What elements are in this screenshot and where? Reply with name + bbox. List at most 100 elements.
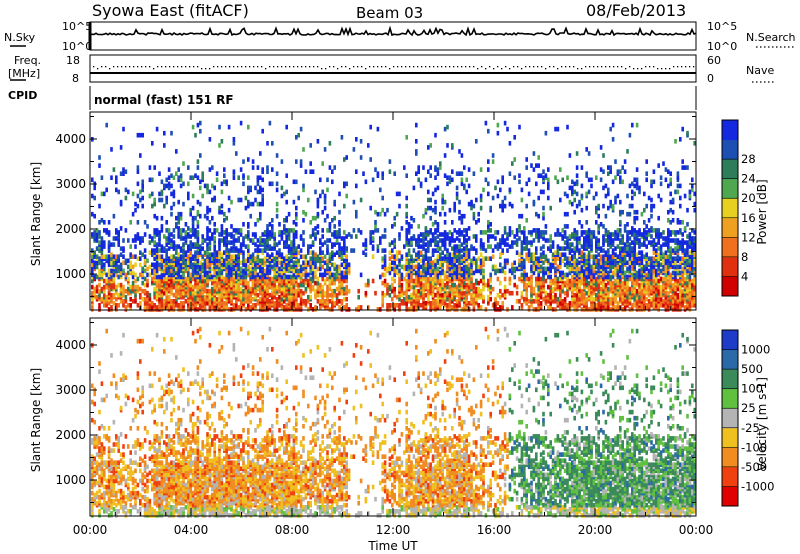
nave-dot	[241, 66, 243, 68]
range-gate-cell	[328, 256, 332, 261]
range-gate-cell	[499, 238, 502, 243]
range-gate-cell	[299, 126, 303, 132]
range-gate-cell	[575, 292, 579, 298]
range-gate-cell	[316, 211, 320, 217]
range-gate-cell	[213, 222, 216, 227]
range-gate-cell	[247, 124, 250, 130]
range-gate-cell	[405, 284, 408, 290]
range-gate-cell	[609, 232, 612, 237]
range-gate-cell	[251, 288, 255, 294]
range-gate-cell	[465, 232, 468, 237]
range-gate-cell	[357, 228, 360, 233]
nave-dot	[193, 66, 195, 68]
range-gate-cell	[496, 193, 500, 199]
range-gate-cell	[115, 268, 118, 274]
range-gate-cell	[261, 177, 264, 183]
range-gate-cell	[506, 236, 509, 241]
range-gate-cell	[189, 175, 192, 180]
range-gate-cell	[388, 303, 392, 308]
range-gate-cell	[163, 258, 166, 264]
range-gate-cell	[266, 224, 269, 229]
range-gate-cell	[580, 272, 584, 278]
range-gate-cell	[158, 230, 161, 235]
range-gate-cell	[333, 242, 336, 247]
range-gate-cell	[439, 270, 442, 276]
range-gate-cell	[400, 292, 404, 298]
range-gate-cell	[369, 124, 372, 130]
range-gate-cell	[316, 230, 320, 235]
range-gate-cell	[398, 280, 401, 286]
range-gate-cell	[251, 238, 255, 243]
range-gate-cell	[501, 305, 504, 310]
range-gate-cell	[487, 228, 490, 233]
range-gate-cell	[525, 181, 528, 187]
range-gate-cell	[239, 260, 243, 266]
range-gate-cell	[184, 250, 188, 255]
range-gate-cell	[333, 199, 336, 205]
range-gate-cell	[571, 201, 574, 207]
range-gate-cell	[328, 278, 332, 284]
range-gate-cell	[170, 290, 173, 296]
range-gate-cell	[319, 286, 322, 292]
range-gate-cell	[429, 272, 432, 278]
range-gate-cell	[405, 260, 408, 266]
range-gate-cell	[405, 195, 408, 201]
range-gate-cell	[232, 242, 236, 247]
range-gate-cell	[595, 236, 598, 241]
range-gate-cell	[455, 264, 459, 270]
range-gate-cell	[357, 305, 360, 310]
range-gate-cell	[436, 296, 440, 302]
range-gate-cell	[410, 305, 413, 310]
range-gate-cell	[599, 307, 603, 312]
range-gate-cell	[187, 195, 190, 201]
range-gate-cell	[489, 284, 492, 290]
range-gate-cell	[467, 226, 471, 231]
range-gate-cell	[422, 254, 425, 259]
range-gate-cell	[331, 254, 334, 259]
range-gate-cell	[345, 181, 348, 187]
range-gate-cell	[602, 254, 605, 259]
range-gate-cell	[542, 215, 545, 221]
range-gate-cell	[211, 252, 214, 257]
range-gate-cell	[220, 252, 224, 257]
range-gate-cell	[431, 232, 435, 237]
range-gate-cell	[194, 250, 197, 255]
range-gate-cell	[491, 159, 495, 164]
range-gate-cell	[163, 272, 166, 278]
range-gate-cell	[482, 242, 485, 247]
range-gate-cell	[196, 220, 200, 225]
range-gate-cell	[484, 307, 488, 312]
range-gate-cell	[472, 260, 476, 266]
range-gate-cell	[268, 230, 272, 235]
range-gate-cell	[477, 218, 480, 223]
range-gate-cell	[369, 205, 372, 211]
range-gate-cell	[381, 195, 384, 201]
range-gate-cell	[458, 252, 461, 257]
range-gate-cell	[95, 288, 99, 294]
range-gate-cell	[247, 264, 250, 270]
nave-dot	[185, 66, 187, 68]
range-gate-cell	[201, 301, 204, 306]
range-gate-cell	[431, 286, 435, 292]
range-gate-cell	[487, 278, 490, 284]
range-gate-cell	[148, 177, 152, 183]
range-gate-cell	[295, 205, 298, 211]
range-gate-cell	[424, 236, 428, 241]
range-gate-cell	[376, 248, 380, 253]
range-gate-cell	[163, 234, 166, 239]
range-gate-cell	[95, 246, 99, 251]
range-gate-cell	[458, 238, 461, 243]
range-gate-cell	[443, 211, 447, 217]
freq-tick-top: 18	[66, 54, 80, 67]
range-gate-cell	[575, 258, 579, 264]
nave-dot	[589, 66, 591, 68]
range-gate-cell	[117, 292, 120, 298]
range-gate-cell	[595, 220, 598, 225]
range-gate-cell	[170, 272, 173, 278]
range-gate-cell	[489, 205, 492, 211]
range-gate-cell	[117, 238, 120, 243]
range-gate-cell	[542, 250, 545, 255]
range-gate-cell	[271, 232, 274, 237]
nave-dot	[489, 66, 491, 68]
nave-dot	[221, 66, 223, 68]
